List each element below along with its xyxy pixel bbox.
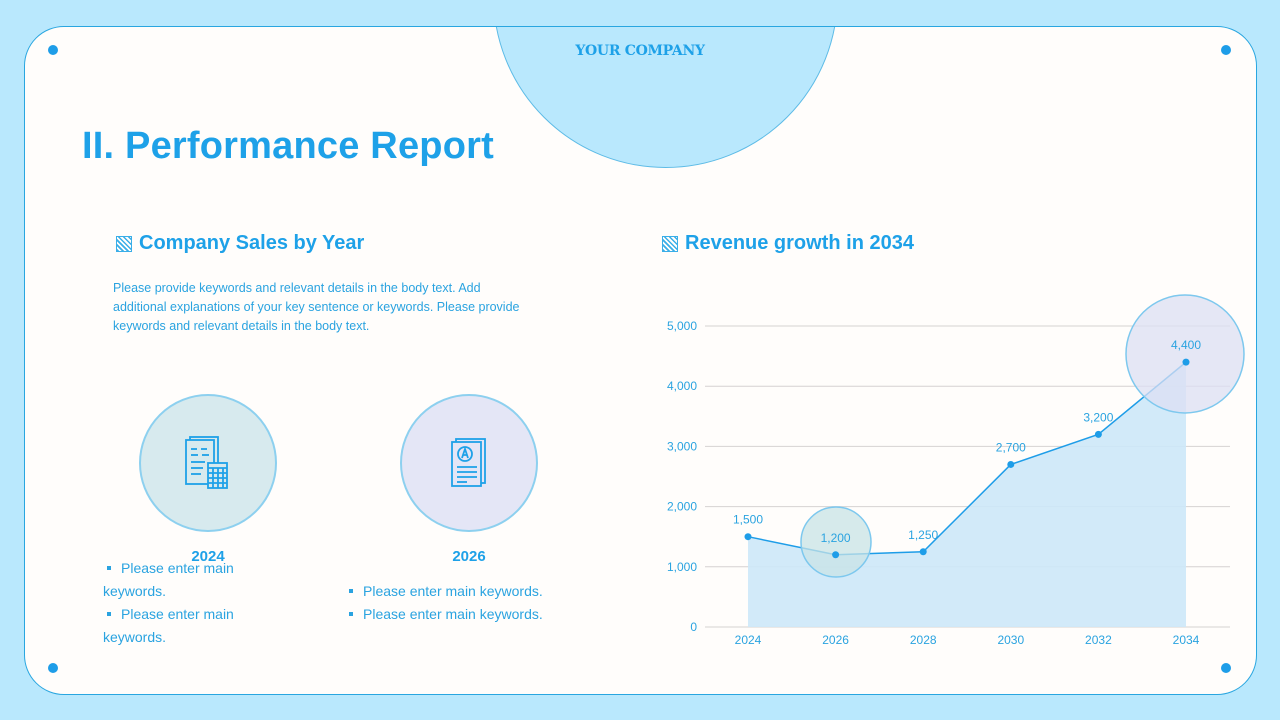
highlight-circle-2026 [800, 506, 872, 578]
bullet-square-icon [107, 611, 111, 616]
company-name: YOUR COMPANY [575, 43, 705, 59]
corner-dot-top-left [48, 45, 58, 55]
y-tick-label: 3,000 [667, 439, 697, 453]
data-label: 4,400 [1171, 338, 1201, 352]
page-title: II. Performance Report [82, 125, 494, 167]
year-label-2024: 2024 [191, 548, 225, 565]
graded-document-icon [451, 438, 486, 487]
x-tick-label: 2034 [1173, 633, 1200, 647]
section-title-revenue: Revenue growth in 2034 [662, 232, 914, 255]
bullet-item: Please enter main keywords. [103, 606, 234, 645]
x-tick-label: 2032 [1085, 633, 1112, 647]
bullet-list-2024: Please enter main keywords. Please enter… [103, 557, 253, 649]
bullet-item: Please enter main keywords. [345, 603, 585, 626]
data-label: 2,700 [996, 440, 1026, 454]
y-tick-label: 1,000 [667, 560, 697, 574]
data-label: 1,200 [821, 531, 851, 545]
bullet-list-2026: Please enter main keywords. Please enter… [345, 580, 585, 626]
area-fill [748, 362, 1186, 627]
body-paragraph: Please provide keywords and relevant det… [113, 281, 520, 333]
y-tick-label: 5,000 [667, 319, 697, 333]
data-label: 1,500 [733, 513, 763, 527]
highlight-circle-2034 [1125, 294, 1245, 414]
data-point [1182, 358, 1190, 366]
document-calculator-icon [185, 436, 228, 489]
x-tick-label: 2026 [822, 633, 849, 647]
data-label: 1,250 [908, 528, 938, 542]
bullet-square-icon [349, 611, 353, 616]
data-point [1007, 460, 1015, 468]
section-title-text: Company Sales by Year [139, 232, 365, 254]
revenue-area-chart: 0 1,000 2,000 3,000 4,000 5,000 2024 2026 2028 20… [667, 294, 1245, 647]
y-tick-label: 2,000 [667, 500, 697, 514]
y-tick-label: 4,000 [667, 379, 697, 393]
year-2024-circle [139, 394, 277, 532]
bullet-square-icon [107, 565, 111, 570]
bullet-item: Please enter main keywords. [103, 560, 234, 599]
x-tick-label: 2028 [910, 633, 937, 647]
data-point [1094, 430, 1102, 438]
x-tick-label: 2030 [997, 633, 1024, 647]
section-title-text: Revenue growth in 2034 [685, 232, 914, 254]
hatched-square-icon [116, 235, 132, 252]
slide-card [24, 26, 1257, 695]
corner-dot-bottom-left [48, 663, 58, 673]
bullet-item: Please enter main keywords. [345, 580, 585, 603]
bullet-square-icon [349, 588, 353, 593]
year-label-2026: 2026 [452, 548, 486, 565]
data-label: 3,200 [1083, 410, 1113, 424]
corner-dot-top-right [1221, 45, 1231, 55]
data-point [744, 533, 752, 541]
corner-dot-bottom-right [1221, 663, 1231, 673]
hatched-square-icon [662, 235, 678, 252]
year-2026-circle [400, 394, 538, 532]
y-tick-label: 0 [690, 620, 697, 634]
section-title-sales: Company Sales by Year [116, 232, 364, 255]
data-point [832, 551, 840, 559]
x-tick-label: 2024 [735, 633, 762, 647]
data-point [919, 548, 927, 556]
